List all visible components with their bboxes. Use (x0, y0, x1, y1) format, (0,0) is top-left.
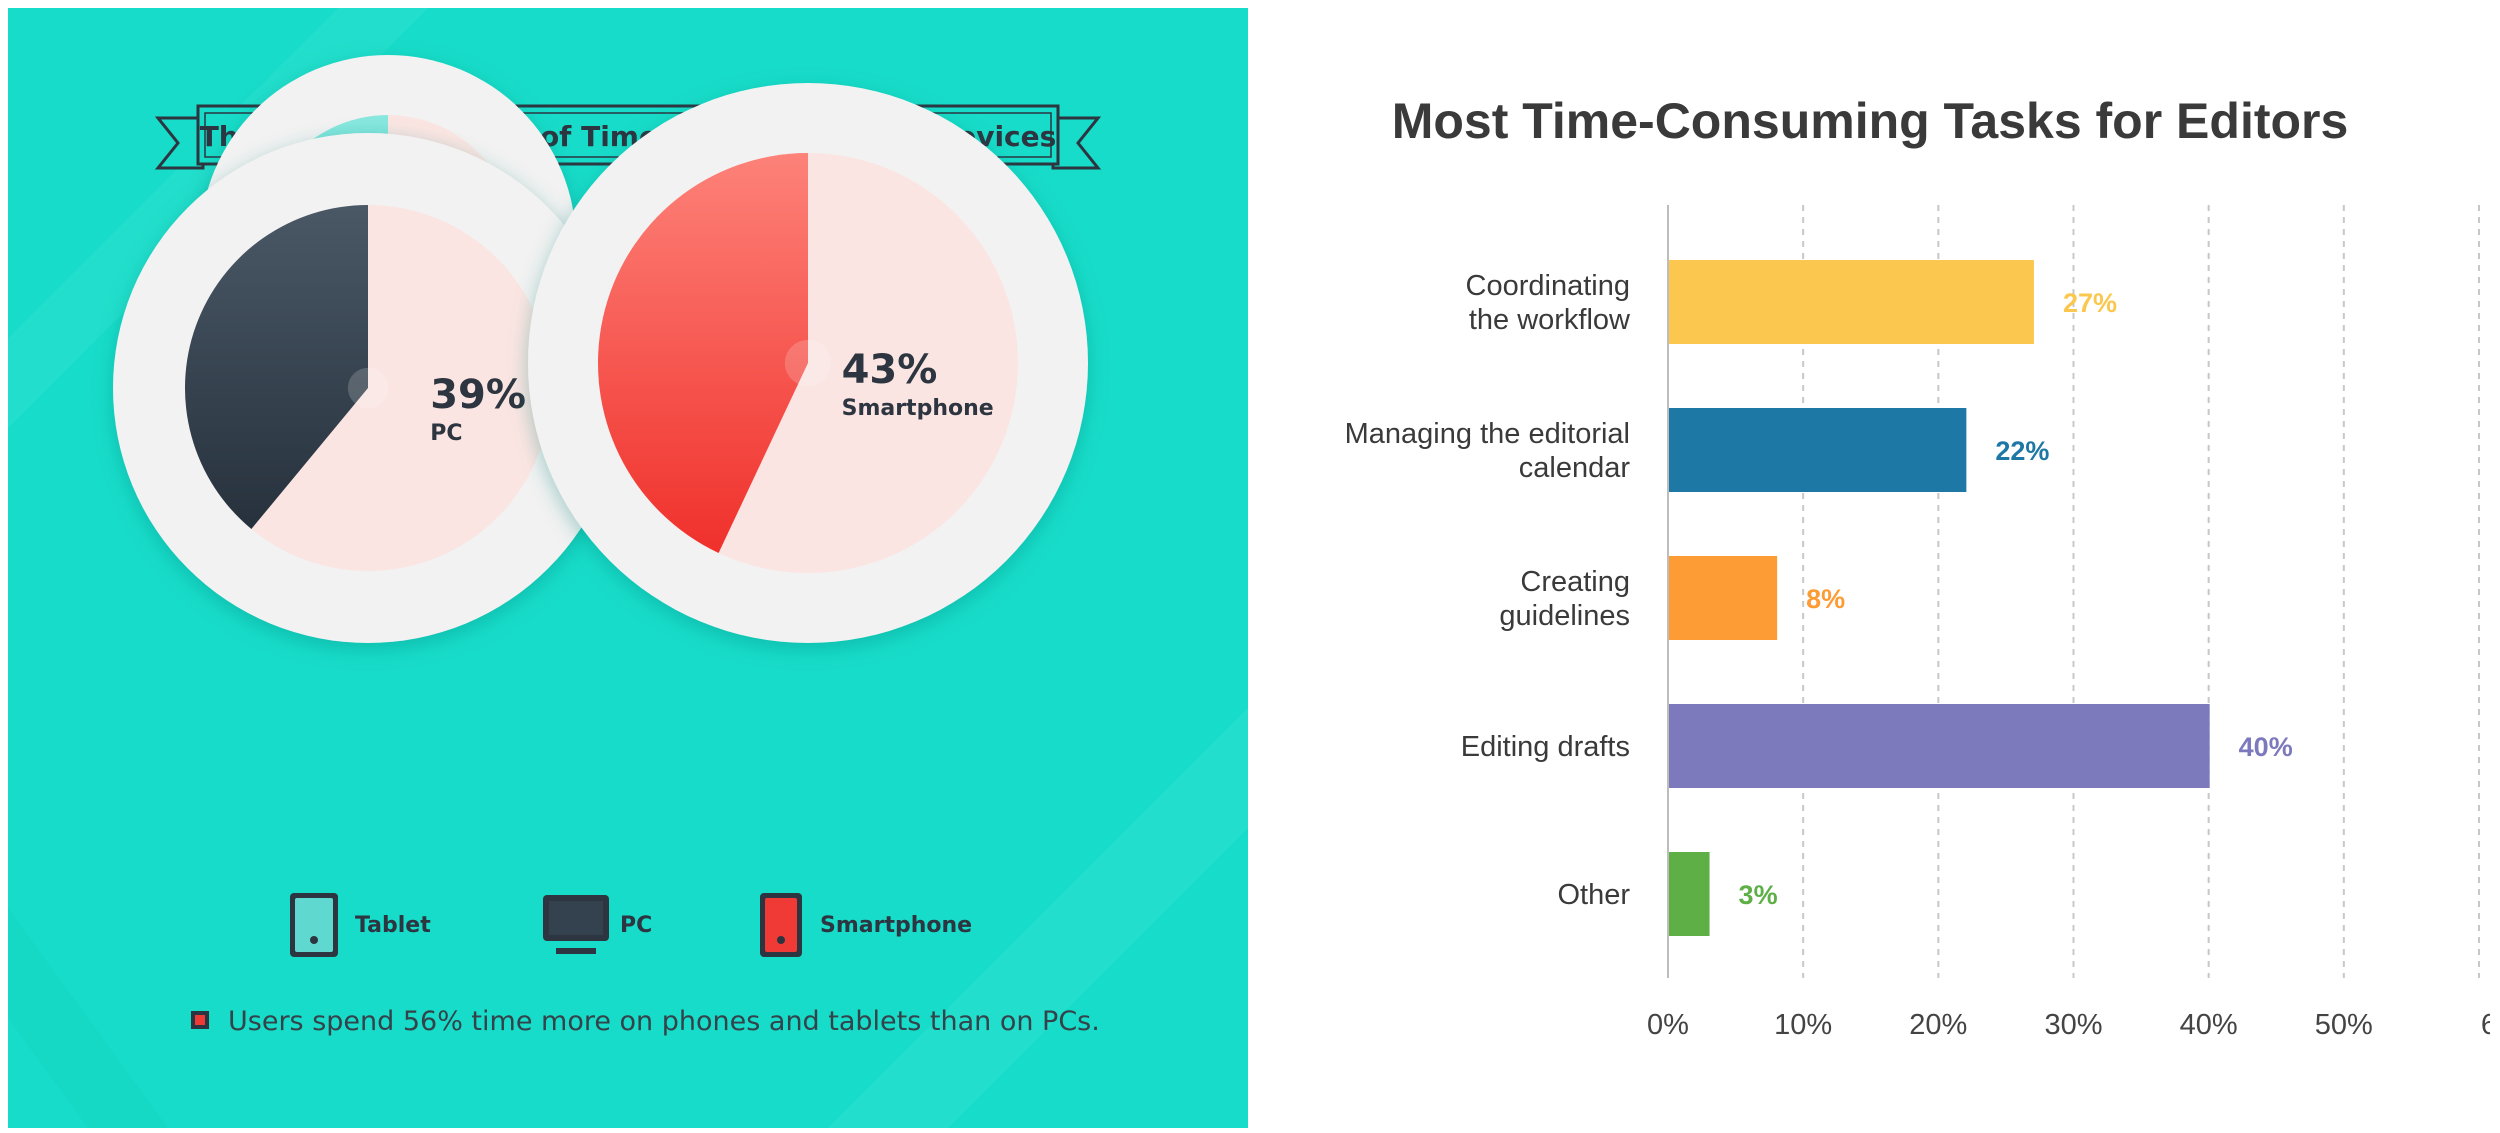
bar-category-label: Managing the editorial calendar (1345, 418, 1631, 484)
legend-item-smartphone: Smartphone (760, 893, 972, 957)
legend-item-pc: PC (543, 895, 652, 954)
pie-percent-smartphone: 43% (842, 347, 938, 393)
pie-smartphone: 43% Smartphone (528, 83, 1088, 643)
bar (1669, 852, 1710, 936)
bar-value-label: 3% (1739, 880, 1778, 910)
x-tick-label: 0% (1647, 1009, 1689, 1041)
x-tick-label: 20% (1909, 1009, 1967, 1041)
bar-x-ticks: 0% 10% 20% 30% 40% 50% 6 (1647, 1009, 2490, 1041)
bar-chart-svg: Most Time-Consuming Tasks for Editors 27… (1345, 93, 2490, 1041)
pie-percent-pc: 39% (430, 372, 526, 418)
x-tick-label: 10% (1774, 1009, 1832, 1041)
pie-infographic-panel: The Average Amount of Time Spent on Mobi… (8, 8, 1248, 1128)
x-tick-label: 50% (2315, 1009, 2373, 1041)
bar (1669, 408, 1967, 492)
pie-infographic-svg: The Average Amount of Time Spent on Mobi… (8, 8, 1248, 1128)
bar-category-label: Editing drafts (1461, 731, 1630, 763)
bar-value-label: 40% (2239, 732, 2293, 762)
pie-label-pc: PC (430, 421, 462, 446)
pie-label-smartphone: Smartphone (842, 396, 994, 421)
pie-legend: Tablet PC Smartphone (290, 893, 972, 957)
bar-category-label: Coordinating the workflow (1466, 270, 1632, 336)
x-tick-label: 6 (2481, 1009, 2490, 1041)
pie-slice-pc (185, 205, 368, 530)
pie-note: Users spend 56% time more on phones and … (191, 1006, 1100, 1037)
pie-note-text: Users spend 56% time more on phones and … (228, 1006, 1100, 1037)
bar-value-label: 8% (1806, 584, 1845, 614)
pie-center-dot (784, 339, 832, 387)
pie-pc: 39% PC (113, 133, 623, 643)
x-tick-label: 30% (2044, 1009, 2102, 1041)
legend-label-smartphone: Smartphone (820, 913, 972, 938)
bar (1669, 556, 1778, 640)
bar (1669, 704, 2210, 788)
pie-center-dot (347, 367, 389, 409)
pie-slice-smartphone (598, 153, 808, 554)
bar-marks: 27% 22% 8% 40% 3% (1669, 260, 2293, 936)
bar-value-label: 22% (1995, 436, 2049, 466)
bar-chart-title: Most Time-Consuming Tasks for Editors (1392, 93, 2349, 149)
legend-label-tablet: Tablet (355, 913, 431, 938)
bar-category-label: Other (1557, 879, 1630, 911)
bar-category-label: Creating guidelines (1499, 566, 1630, 632)
bar (1669, 260, 2034, 344)
legend-item-tablet: Tablet (290, 893, 431, 957)
bar-value-label: 27% (2063, 288, 2117, 318)
x-tick-label: 40% (2180, 1009, 2238, 1041)
legend-label-pc: PC (620, 913, 652, 938)
bar-category-labels: Coordinating the workflow Managing the edi… (1345, 270, 1631, 911)
bar-grid (1667, 205, 2480, 978)
